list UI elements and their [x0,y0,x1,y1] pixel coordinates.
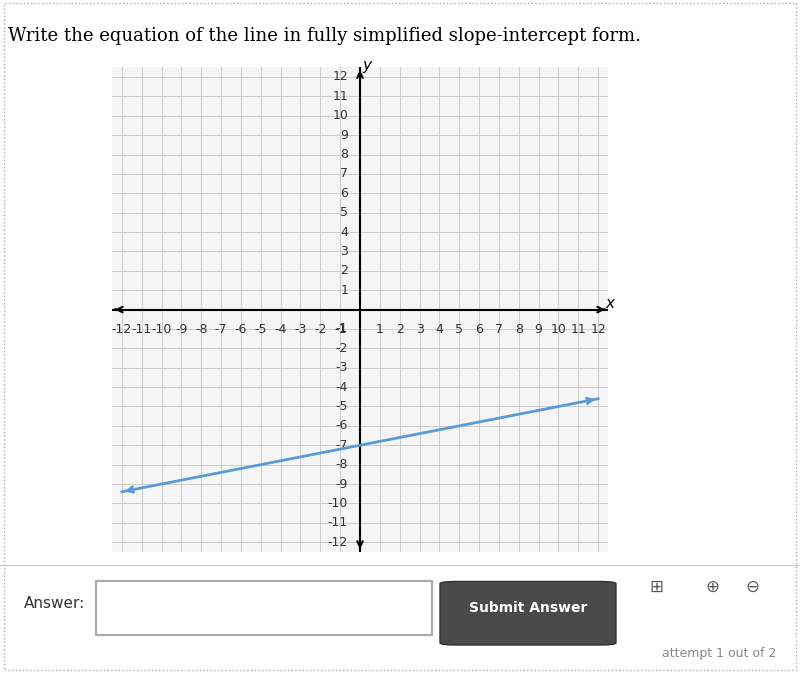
Text: -2: -2 [336,342,348,355]
Text: 1: 1 [340,284,348,297]
Text: y: y [362,58,371,73]
Text: -11: -11 [132,323,152,336]
Text: -7: -7 [335,439,348,452]
Text: 2: 2 [396,323,404,336]
Text: -9: -9 [175,323,188,336]
Text: -10: -10 [328,497,348,510]
Text: -4: -4 [336,381,348,394]
Text: -4: -4 [274,323,287,336]
FancyBboxPatch shape [96,581,432,635]
Text: 7: 7 [340,168,348,180]
Text: -2: -2 [314,323,326,336]
Text: -3: -3 [336,361,348,374]
Text: 5: 5 [340,206,348,219]
Text: -11: -11 [328,516,348,529]
Text: 10: 10 [550,323,566,336]
Text: 4: 4 [340,225,348,238]
Text: 12: 12 [332,71,348,83]
Text: -8: -8 [195,323,207,336]
Text: attempt 1 out of 2: attempt 1 out of 2 [662,647,776,660]
FancyBboxPatch shape [440,581,616,645]
Text: 8: 8 [340,148,348,161]
Text: 12: 12 [590,323,606,336]
Text: -9: -9 [336,478,348,491]
Text: -3: -3 [294,323,306,336]
Text: Write the equation of the line in fully simplified slope-intercept form.: Write the equation of the line in fully … [8,27,641,45]
Text: -1: -1 [336,322,348,335]
Text: 10: 10 [332,109,348,122]
Text: -10: -10 [151,323,172,336]
Text: ⊞: ⊞ [649,578,663,596]
Text: -8: -8 [335,458,348,471]
Text: 9: 9 [534,323,542,336]
Text: -6: -6 [336,419,348,432]
Text: -7: -7 [215,323,227,336]
Text: 1: 1 [376,323,384,336]
Text: 6: 6 [475,323,483,336]
Text: 2: 2 [340,264,348,277]
Text: Answer:: Answer: [24,596,86,610]
Text: 11: 11 [570,323,586,336]
Text: -5: -5 [335,400,348,413]
Text: 4: 4 [435,323,443,336]
Text: x: x [606,296,614,312]
Text: -5: -5 [254,323,267,336]
Text: 8: 8 [514,323,522,336]
Text: -6: -6 [234,323,247,336]
Text: -12: -12 [112,323,132,336]
Text: ⊖: ⊖ [745,578,759,596]
Text: -12: -12 [328,536,348,548]
Text: 6: 6 [340,187,348,200]
Text: 9: 9 [340,129,348,141]
Text: ⊕: ⊕ [705,578,719,596]
Text: 7: 7 [495,323,503,336]
Text: 3: 3 [415,323,423,336]
Text: 5: 5 [455,323,463,336]
Text: 11: 11 [332,90,348,103]
Text: -1: -1 [334,323,346,336]
Text: 3: 3 [340,245,348,258]
Text: Submit Answer: Submit Answer [469,602,587,615]
